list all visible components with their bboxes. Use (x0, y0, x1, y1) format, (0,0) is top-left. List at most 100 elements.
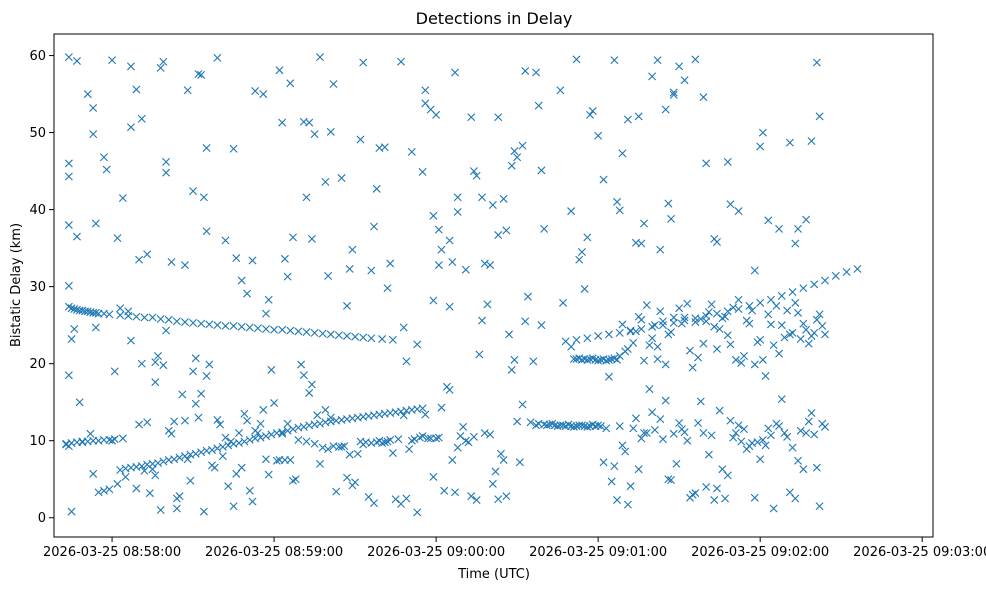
data-point-clutter (353, 449, 362, 458)
data-point-clutter (661, 360, 670, 369)
data-point-track-upper (91, 308, 100, 317)
data-point-clutter (148, 465, 157, 474)
data-point-clutter (502, 492, 511, 501)
data-point-clutter (67, 507, 76, 516)
data-point-clutter (180, 261, 189, 270)
data-point-clutter (229, 144, 238, 153)
data-point-clutter (451, 488, 460, 497)
data-point-clutter (108, 56, 117, 65)
data-point-clutter (124, 307, 133, 316)
data-point-clutter (421, 86, 430, 95)
data-point-clutter (577, 421, 586, 430)
data-point-clutter (232, 254, 241, 263)
data-point-clutter (667, 476, 676, 484)
data-point-clutter (326, 127, 335, 136)
data-point-clutter (515, 458, 524, 467)
data-point-clutter (310, 130, 319, 139)
data-point-clutter (469, 167, 478, 176)
data-point-clutter (234, 429, 243, 437)
data-point-clutter (62, 440, 71, 449)
data-point-clutter (739, 425, 748, 434)
data-point-clutter (197, 389, 206, 398)
data-point-clutter (453, 207, 462, 216)
data-point-clutter (820, 422, 829, 431)
data-point-clutter (680, 76, 689, 85)
data-point-clutter (245, 486, 254, 495)
y-tick-label: 20 (29, 357, 46, 372)
data-point-clutter (726, 200, 735, 209)
data-point-clutter (513, 417, 522, 426)
data-point-clutter (434, 225, 443, 234)
data-point-clutter (815, 502, 824, 511)
data-point-clutter (143, 418, 152, 427)
data-point-clutter (645, 385, 654, 394)
data-point-clutter (780, 429, 789, 437)
data-point-clutter (191, 399, 200, 408)
data-point-clutter (64, 53, 73, 62)
data-point-clutter (669, 88, 678, 97)
data-point-track-upper (67, 304, 76, 313)
data-point-track-upper (637, 325, 646, 334)
data-point-clutter (621, 447, 630, 456)
data-point-clutter (64, 172, 73, 181)
data-point-clutter (116, 304, 125, 313)
data-point-clutter (723, 471, 732, 480)
data-point-clutter (329, 80, 338, 89)
data-point-clutter (658, 317, 667, 326)
data-point-clutter (559, 298, 568, 307)
data-point-track-upper (658, 321, 667, 330)
data-point-clutter (529, 357, 538, 366)
data-point-clutter (486, 430, 495, 439)
data-point-clutter (496, 449, 505, 458)
data-point-clutter (710, 322, 719, 331)
data-point-clutter (613, 197, 622, 206)
data-point-clutter (739, 351, 748, 360)
data-point-clutter (410, 435, 419, 444)
data-point-clutter (802, 429, 811, 437)
data-point-clutter (634, 465, 643, 474)
data-point-clutter (432, 110, 441, 119)
data-point-clutter (769, 341, 778, 350)
data-point-clutter (445, 385, 454, 394)
data-point-clutter (159, 57, 168, 66)
data-point-clutter (791, 298, 800, 307)
data-point-clutter (812, 463, 821, 472)
data-point-clutter (153, 351, 162, 360)
data-point-clutter (189, 187, 198, 196)
data-point-clutter (618, 441, 627, 450)
data-point-clutter (707, 431, 716, 440)
data-point-clutter (132, 484, 141, 493)
data-point-clutter (183, 86, 192, 95)
data-point-track-upper (105, 310, 114, 319)
data-point-clutter (653, 56, 662, 65)
data-point-clutter (478, 316, 487, 325)
data-point-clutter (72, 56, 81, 65)
data-point-clutter (615, 422, 624, 431)
data-point-clutter (135, 255, 144, 264)
data-point-clutter (380, 143, 389, 152)
data-point-clutter (615, 351, 624, 360)
data-point-clutter (761, 372, 770, 380)
data-point-clutter (429, 211, 438, 220)
data-point-clutter (491, 467, 500, 476)
data-point-clutter (267, 365, 276, 374)
data-point-clutter (126, 123, 135, 132)
data-point-clutter (607, 477, 616, 486)
data-point-clutter (680, 313, 689, 322)
data-point-clutter (240, 409, 249, 418)
data-point-clutter (391, 495, 400, 504)
data-point-clutter (151, 378, 160, 387)
data-point-clutter (631, 414, 640, 423)
data-point-track-upper (253, 324, 262, 333)
data-point-clutter (540, 224, 549, 233)
data-point-clutter (723, 157, 732, 166)
data-point-clutter (91, 219, 100, 228)
data-point-clutter (348, 245, 357, 254)
data-point-clutter (488, 479, 497, 488)
data-point-clutter (599, 175, 608, 184)
data-point-clutter (788, 443, 797, 452)
data-point-clutter (486, 261, 495, 270)
data-point-track-lower (175, 453, 184, 462)
x-axis: 2026-03-25 08:58:00 2026-03-25 08:59:00 20… (43, 537, 986, 560)
